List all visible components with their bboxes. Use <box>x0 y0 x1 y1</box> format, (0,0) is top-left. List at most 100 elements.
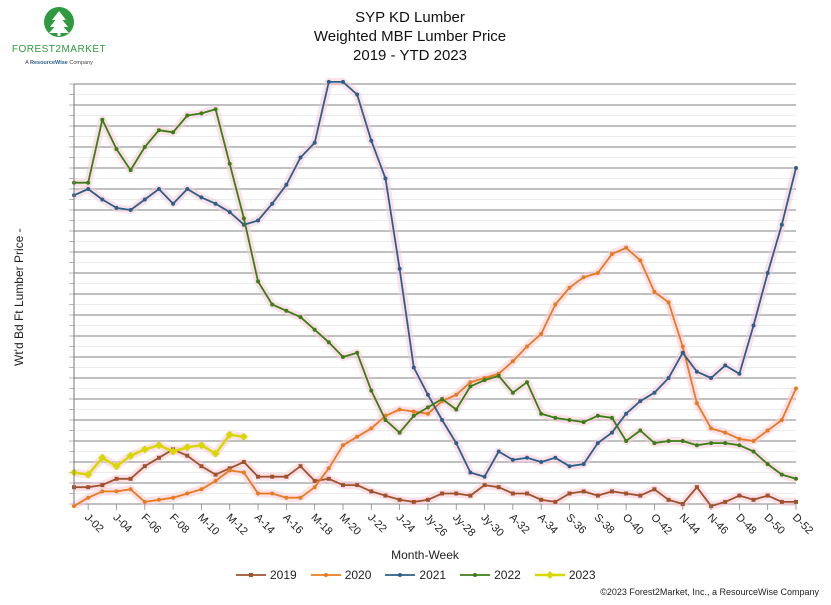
series-2021-point <box>270 201 275 206</box>
series-2019-point <box>340 483 345 488</box>
series-2021-point <box>440 418 445 422</box>
series-2022-point <box>86 180 91 185</box>
series-2020-point <box>425 411 430 416</box>
series-2021-point <box>751 323 756 328</box>
series-2021-point <box>680 350 685 355</box>
x-tick-label: S-38 <box>592 512 617 537</box>
series-2021-point <box>694 369 699 374</box>
series-2020-point <box>666 300 671 305</box>
series-2023-point <box>197 441 206 450</box>
series-2021-point <box>737 371 742 376</box>
series-2021-point <box>411 365 416 370</box>
series-2021-point <box>794 166 798 170</box>
series-2022-point <box>581 420 586 425</box>
copyright-text: ©2023 Forest2Market, Inc., a ResourceWis… <box>600 587 819 597</box>
series-2023-point <box>239 432 248 441</box>
series-2020-point <box>709 426 714 431</box>
series-2021-point <box>128 208 133 212</box>
series-2020-point <box>525 344 530 349</box>
x-tick-label: M-12 <box>224 512 250 538</box>
series-2022-point <box>496 373 501 378</box>
series-2020-point <box>581 275 586 280</box>
series-2021-point <box>567 464 572 469</box>
tree-icon: FOREST2MARKET A ResourceWise Company <box>12 7 106 66</box>
series-2019-point <box>638 493 643 498</box>
series-2020-point <box>680 344 685 349</box>
series-2020-point <box>312 485 317 490</box>
series-2020-point <box>510 359 515 364</box>
series-2019-point <box>156 455 161 460</box>
series-2021-point <box>227 210 232 215</box>
series-2021-point <box>142 197 147 202</box>
series-2021-line <box>73 81 797 478</box>
series-2019-point <box>581 489 586 494</box>
series-2019-point <box>624 491 629 496</box>
series-2020-point <box>539 331 544 336</box>
series-2019-point <box>468 493 473 498</box>
series-2023-point <box>211 449 220 458</box>
series-2021-point <box>284 182 289 187</box>
series-2023 <box>70 430 248 479</box>
series-2021-point <box>199 195 204 200</box>
series-2021-point <box>340 79 345 84</box>
series-2022-point <box>440 397 445 401</box>
x-tick-label: M-10 <box>195 512 221 538</box>
series-2022-point <box>609 415 614 420</box>
series-2019-point <box>355 483 360 488</box>
series-2020-point <box>397 407 402 412</box>
series-2019-point <box>284 474 289 479</box>
legend-swatch-2020 <box>310 573 341 577</box>
legend-swatch-2023 <box>534 571 565 579</box>
series-2021-point <box>298 155 303 160</box>
series-2020-point <box>355 434 360 439</box>
series-2021-point <box>666 376 671 380</box>
series-2021-point <box>723 363 728 368</box>
series-2022-point <box>355 350 360 355</box>
series-2019-point <box>326 476 331 481</box>
series-2020-point <box>270 491 275 496</box>
series-2019-point <box>256 474 261 479</box>
series-2019-point <box>510 491 515 496</box>
series-2022-point <box>411 413 416 418</box>
series-2019-point <box>609 489 614 494</box>
series-2019-point <box>652 487 657 492</box>
series-2022-point <box>595 413 600 418</box>
series-2019-point <box>595 493 600 498</box>
legend-item-2022: 2022 <box>460 568 521 582</box>
series-2023-point <box>126 451 135 460</box>
series-2022-point <box>383 418 388 422</box>
series-2020-point <box>737 436 742 441</box>
series-2020-point <box>369 426 374 431</box>
logo-brand: FOREST2MARKET <box>12 44 106 55</box>
series-2019-point <box>142 464 147 469</box>
series-2020-point <box>156 497 161 502</box>
x-tick-label: S-36 <box>563 512 588 537</box>
series-2019-point <box>482 483 487 488</box>
series-2022-point <box>652 441 657 446</box>
legend-swatch-2019 <box>236 573 266 577</box>
series-2019-point <box>440 491 445 496</box>
series-2021-point <box>652 390 657 395</box>
series-2022-point <box>468 384 473 389</box>
series-2021-point <box>482 474 487 479</box>
series-2022-point <box>185 113 190 118</box>
series-2020-point <box>185 491 190 496</box>
series-2021-point <box>369 138 374 143</box>
x-tick-label: N-46 <box>705 512 730 537</box>
series-2020-point <box>454 392 459 397</box>
series-2020-point <box>411 409 416 414</box>
x-tick-label: M-18 <box>309 512 335 538</box>
series-2022-point <box>284 308 289 313</box>
series-2022-point <box>340 355 345 359</box>
legend-item-2020: 2020 <box>310 568 371 582</box>
series-2020-point <box>199 487 204 492</box>
series-2019-point <box>496 485 501 490</box>
series-2023-point <box>183 443 192 452</box>
series-2022-point <box>794 476 798 481</box>
x-tick-label: O-42 <box>648 512 674 538</box>
legend-label-2019: 2019 <box>270 568 297 582</box>
series-2021-point <box>595 441 600 446</box>
series-2021-point <box>355 92 360 97</box>
series-2020-point <box>86 495 91 500</box>
series-2019-point <box>100 483 105 488</box>
